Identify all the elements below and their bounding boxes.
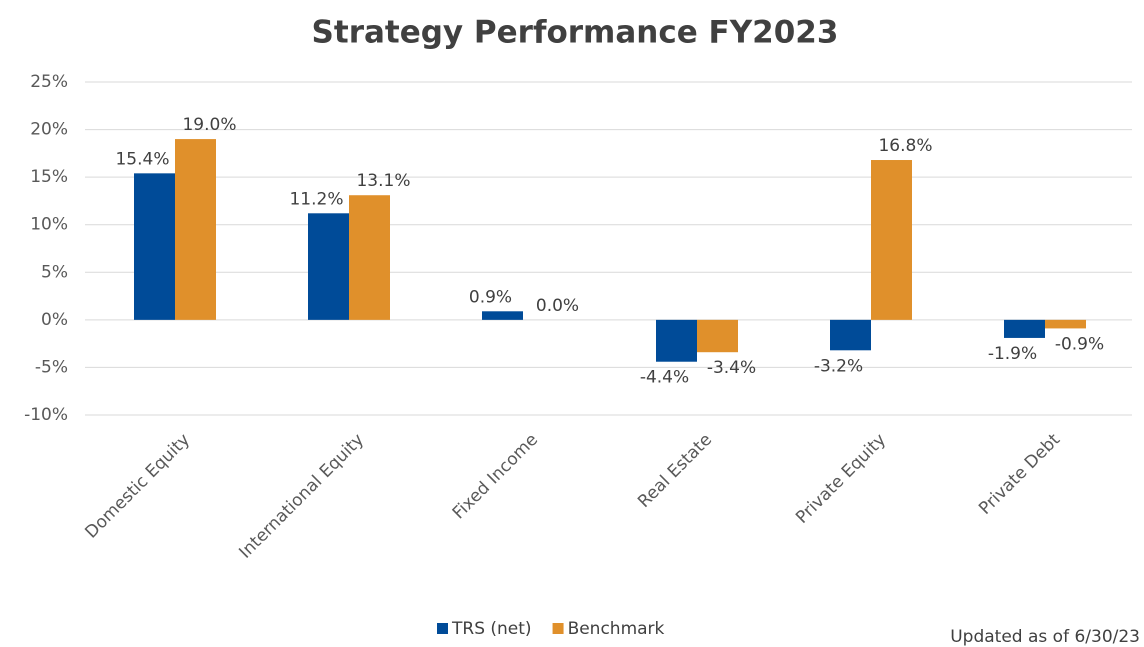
x-tick-label: Fixed Income: [449, 430, 542, 523]
legend-label: Benchmark: [568, 619, 665, 639]
data-label: 19.0%: [182, 115, 236, 135]
y-tick-label: -5%: [35, 357, 68, 377]
footnote: Updated as of 6/30/23: [950, 627, 1140, 647]
bar: [134, 173, 175, 320]
y-tick-label: 5%: [41, 262, 68, 282]
data-label: 16.8%: [878, 136, 932, 156]
bar: [830, 319, 871, 351]
data-label: -3.2%: [814, 356, 863, 376]
bar: [871, 160, 912, 320]
y-tick-label: -10%: [24, 405, 68, 425]
bar: [656, 319, 697, 362]
bar: [1004, 319, 1045, 338]
bar: [482, 311, 523, 320]
y-tick-label: 25%: [30, 72, 68, 92]
legend-swatch: [552, 623, 564, 634]
x-tick-label: Domestic Equity: [81, 430, 194, 543]
bar: [308, 213, 349, 320]
data-label: 15.4%: [115, 149, 169, 169]
data-label: -4.4%: [640, 368, 689, 388]
bar: [697, 319, 738, 353]
data-label: -3.4%: [707, 358, 756, 378]
data-label: -1.9%: [988, 344, 1037, 364]
chart-title: Strategy Performance FY2023: [312, 15, 839, 51]
data-label: 0.9%: [469, 287, 512, 307]
data-label: 0.0%: [536, 296, 579, 316]
bar: [175, 139, 216, 320]
legend-swatch: [437, 623, 448, 634]
y-tick-label: 15%: [30, 167, 68, 187]
bar: [1045, 319, 1086, 329]
data-label: -0.9%: [1055, 334, 1104, 354]
x-tick-label: Private Equity: [792, 430, 890, 528]
x-tick-label: Real Estate: [634, 430, 716, 512]
x-tick-label: Private Debt: [975, 430, 1064, 519]
x-tick-label: International Equity: [235, 430, 368, 563]
data-label: 13.1%: [356, 171, 410, 191]
data-label: 11.2%: [289, 189, 343, 209]
y-tick-label: 10%: [30, 215, 68, 235]
y-tick-label: 0%: [41, 310, 68, 330]
legend-label: TRS (net): [451, 619, 532, 639]
bar: [349, 195, 390, 320]
y-tick-label: 20%: [30, 120, 68, 140]
